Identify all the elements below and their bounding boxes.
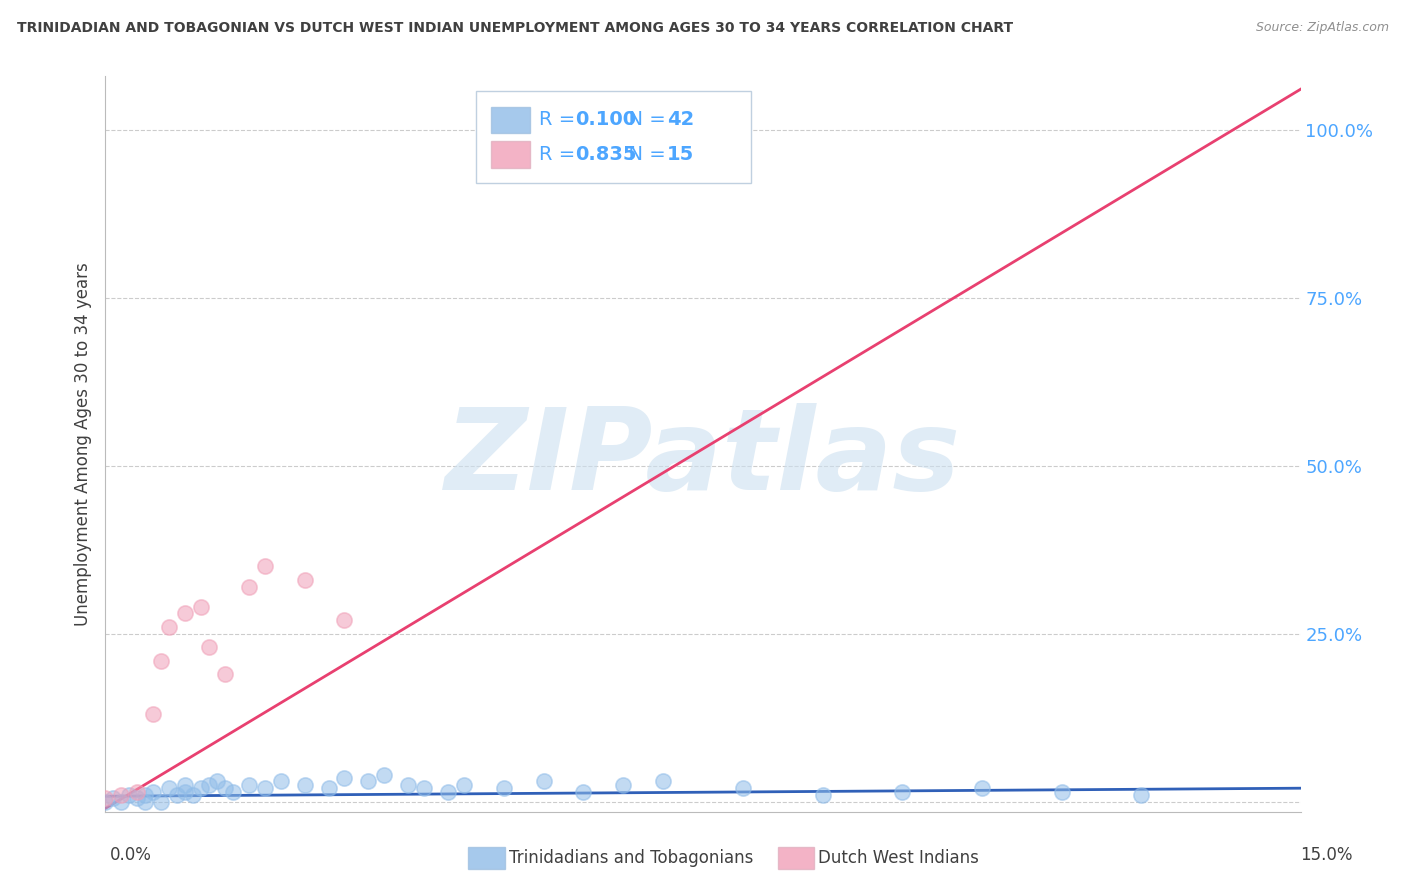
Point: [492, 781, 515, 796]
Point: [94, 791, 117, 805]
Point: [891, 784, 914, 798]
Point: [652, 774, 675, 789]
Point: [198, 640, 221, 654]
Point: [238, 580, 260, 594]
Point: [157, 620, 180, 634]
Point: [612, 778, 634, 792]
Point: [150, 795, 173, 809]
Point: [294, 573, 316, 587]
Point: [333, 613, 356, 627]
Point: [437, 784, 460, 798]
Point: [118, 788, 141, 802]
Point: [134, 795, 156, 809]
Point: [110, 788, 132, 802]
Point: [731, 116, 754, 130]
Point: [94, 795, 117, 809]
Point: [318, 781, 340, 796]
Text: R =: R =: [540, 145, 582, 164]
Text: N =: N =: [616, 145, 672, 164]
Text: TRINIDADIAN AND TOBAGONIAN VS DUTCH WEST INDIAN UNEMPLOYMENT AMONG AGES 30 TO 34: TRINIDADIAN AND TOBAGONIAN VS DUTCH WEST…: [17, 21, 1012, 36]
Point: [1130, 788, 1153, 802]
Point: [970, 781, 993, 796]
Point: [253, 559, 276, 574]
Point: [373, 768, 395, 782]
Point: [157, 781, 180, 796]
FancyBboxPatch shape: [492, 107, 530, 133]
Point: [222, 784, 245, 798]
Point: [190, 781, 212, 796]
Text: 0.100: 0.100: [575, 111, 637, 129]
Point: [174, 607, 197, 621]
Y-axis label: Unemployment Among Ages 30 to 34 years: Unemployment Among Ages 30 to 34 years: [73, 262, 91, 625]
Point: [1050, 784, 1073, 798]
Text: 0.0%: 0.0%: [110, 846, 152, 863]
Text: Dutch West Indians: Dutch West Indians: [818, 849, 979, 867]
Point: [253, 781, 276, 796]
Point: [214, 781, 236, 796]
Point: [294, 778, 316, 792]
Point: [357, 774, 380, 789]
FancyBboxPatch shape: [492, 141, 530, 168]
Text: ZIPatlas: ZIPatlas: [444, 403, 962, 514]
Point: [533, 774, 555, 789]
Point: [134, 788, 156, 802]
Text: 15.0%: 15.0%: [1301, 846, 1353, 863]
Point: [166, 788, 188, 802]
Point: [333, 771, 356, 785]
Point: [181, 788, 204, 802]
Point: [270, 774, 292, 789]
Point: [198, 778, 221, 792]
Point: [205, 774, 228, 789]
Point: [731, 781, 754, 796]
Point: [150, 653, 173, 667]
FancyBboxPatch shape: [475, 90, 751, 183]
Point: [174, 784, 197, 798]
Point: [238, 778, 260, 792]
Text: N =: N =: [616, 111, 672, 129]
Point: [142, 707, 165, 722]
Text: 42: 42: [666, 111, 695, 129]
Point: [103, 791, 125, 805]
Text: Source: ZipAtlas.com: Source: ZipAtlas.com: [1256, 21, 1389, 35]
Point: [127, 791, 149, 805]
Text: 15: 15: [666, 145, 695, 164]
Point: [572, 784, 595, 798]
Point: [396, 778, 419, 792]
Point: [214, 667, 236, 681]
Point: [190, 599, 212, 614]
Point: [110, 795, 132, 809]
Point: [453, 778, 475, 792]
Point: [413, 781, 436, 796]
Text: Trinidadians and Tobagonians: Trinidadians and Tobagonians: [509, 849, 754, 867]
Point: [174, 778, 197, 792]
Text: 0.835: 0.835: [575, 145, 637, 164]
Text: R =: R =: [540, 111, 582, 129]
Point: [127, 784, 149, 798]
Point: [142, 784, 165, 798]
Point: [811, 788, 834, 802]
